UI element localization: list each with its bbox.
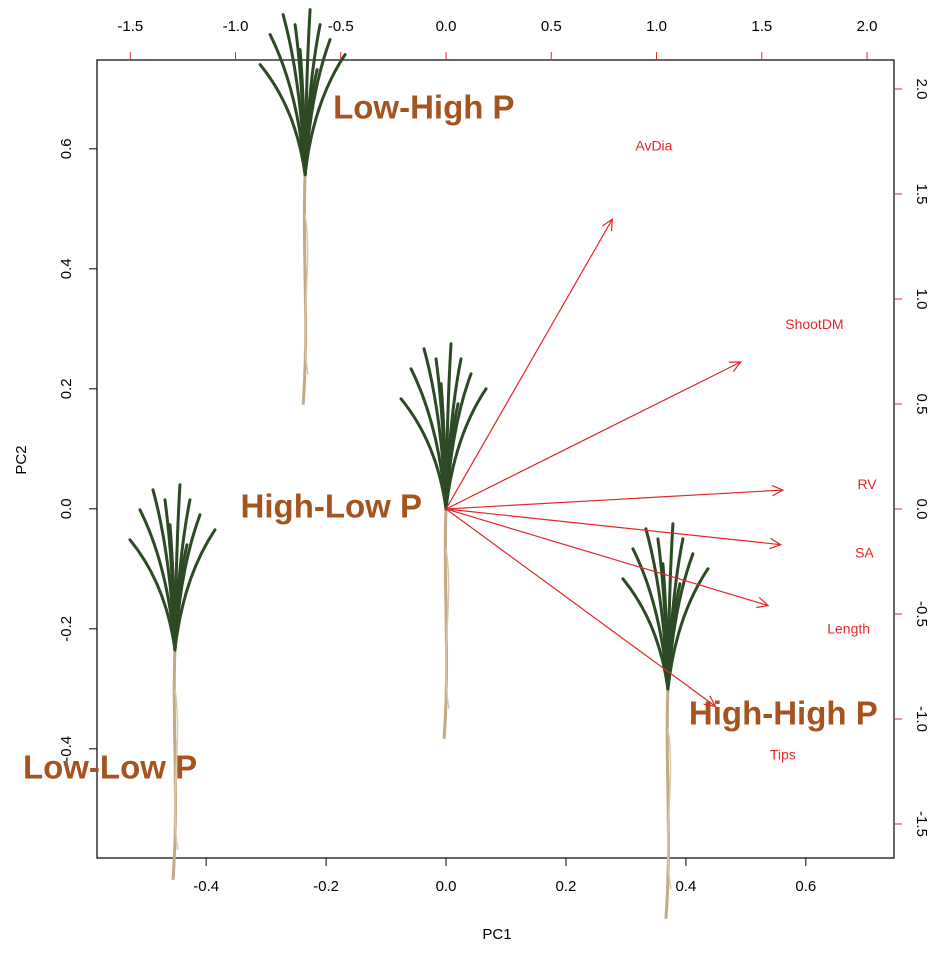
- leaf: [621, 577, 670, 691]
- y2-tick-label: -1.0: [913, 706, 930, 732]
- loading-label: Tips: [770, 746, 796, 762]
- sample-label: Low-High P: [333, 88, 514, 125]
- x-tick-label: -0.4: [193, 878, 219, 895]
- y-tick-label: 0.2: [58, 378, 75, 399]
- x-tick-label: 0.6: [795, 878, 816, 895]
- y2-tick-label: -1.5: [913, 811, 930, 837]
- y2-tick-label: -0.5: [913, 601, 930, 627]
- x2-tick-label: -1.0: [223, 18, 249, 35]
- x-tick-label: 0.0: [436, 878, 457, 895]
- x2-tick-label: -0.5: [328, 18, 354, 35]
- x2-tick-label: 1.0: [646, 18, 667, 35]
- y2-tick-label: 1.5: [913, 184, 930, 205]
- leaf: [666, 582, 682, 691]
- root-hair: [445, 548, 450, 709]
- y2-tick-label: 1.0: [913, 289, 930, 310]
- x2-tick-label: 0.0: [436, 18, 457, 35]
- x-tick-label: 0.2: [556, 878, 577, 895]
- sample-point: [128, 483, 217, 880]
- root-hair: [304, 214, 309, 375]
- x2-tick-label: 0.5: [541, 18, 562, 35]
- leaf: [258, 63, 307, 177]
- sample-point: [258, 8, 347, 405]
- y-tick-label: 0.4: [58, 258, 75, 279]
- loading-arrow: [445, 484, 785, 510]
- loading-label: ShootDM: [785, 316, 843, 332]
- loading-arrow: [445, 361, 742, 510]
- y2-tick-label: 2.0: [913, 79, 930, 100]
- loading-label: AvDia: [635, 137, 672, 153]
- loading-label: Length: [827, 620, 870, 636]
- y-tick-label: -0.2: [58, 616, 75, 642]
- x2-tick-label: 1.5: [751, 18, 772, 35]
- loading-arrow: [445, 217, 614, 510]
- root: [171, 649, 177, 880]
- leaf: [173, 543, 189, 652]
- sample-point: [399, 342, 488, 739]
- loading-label: RV: [857, 476, 877, 492]
- y-tick-label: 0.0: [58, 498, 75, 519]
- leaf: [128, 538, 177, 652]
- sample-label: High-High P: [689, 695, 878, 732]
- loading-arrow: [445, 508, 770, 609]
- root: [301, 174, 308, 405]
- x-tick-label: 0.4: [675, 878, 696, 895]
- leaf: [399, 397, 448, 511]
- x2-tick-label: -1.5: [117, 18, 143, 35]
- y-tick-label: 0.6: [58, 138, 75, 159]
- root-hair: [667, 728, 672, 889]
- leaf: [444, 402, 460, 511]
- loading-label: SA: [855, 544, 874, 560]
- y2-tick-label: 0.5: [913, 394, 930, 415]
- root: [442, 508, 449, 739]
- sample-label: Low-Low P: [23, 749, 197, 786]
- root-hair: [174, 689, 179, 850]
- plot-frame: [96, 59, 895, 859]
- sample-label: High-Low P: [241, 488, 422, 525]
- x-axis-label: PC1: [482, 926, 511, 943]
- y-tick-label: -0.4: [58, 736, 75, 762]
- x2-tick-label: 2.0: [857, 18, 878, 35]
- x-tick-label: -0.2: [313, 878, 339, 895]
- loading-arrow: [445, 508, 783, 550]
- y-axis-label: PC2: [13, 445, 30, 474]
- root: [664, 688, 670, 919]
- y2-tick-label: 0.0: [913, 499, 930, 520]
- leaf: [303, 68, 319, 177]
- loading-arrow: [445, 508, 717, 708]
